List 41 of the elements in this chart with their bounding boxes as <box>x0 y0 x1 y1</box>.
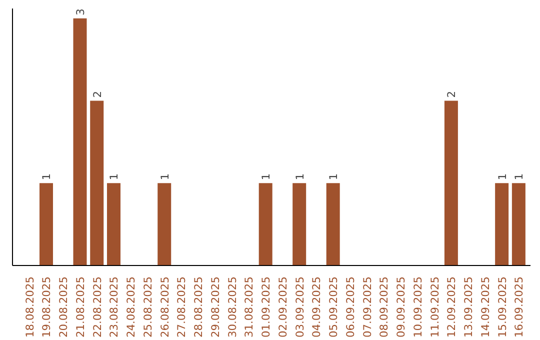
x-tick-label: 13.09.2025 <box>462 276 476 338</box>
data-label: 3 <box>74 8 87 16</box>
x-tick-label: 18.08.2025 <box>23 276 36 338</box>
x-tick-label: 21.08.2025 <box>74 276 87 338</box>
x-tick-label: 22.08.2025 <box>90 276 104 338</box>
x-tick-label: 20.08.2025 <box>57 276 70 338</box>
x-tick-label: 08.09.2025 <box>378 276 391 338</box>
x-tick-label: 31.08.2025 <box>242 276 256 338</box>
x-tick-label: 14.09.2025 <box>478 276 492 338</box>
x-tick-label: 30.08.2025 <box>226 276 239 338</box>
data-label: 1 <box>108 173 121 180</box>
x-tick-label: 26.08.2025 <box>158 276 172 338</box>
x-tick-label: 02.09.2025 <box>276 276 290 338</box>
x-tick-label: 15.09.2025 <box>496 276 509 338</box>
x-tick-label: 25.08.2025 <box>141 276 154 338</box>
data-label: 1 <box>327 173 340 180</box>
x-tick-label: 01.09.2025 <box>260 276 273 338</box>
x-tick-label: 16.09.2025 <box>512 276 526 338</box>
data-label: 1 <box>512 173 526 180</box>
data-label: 1 <box>40 173 54 180</box>
data-label: 2 <box>90 90 104 98</box>
x-tick-label: 19.08.2025 <box>40 276 54 338</box>
x-tick-label: 07.09.2025 <box>360 276 374 338</box>
data-label: 1 <box>158 173 172 180</box>
x-tick-label: 06.09.2025 <box>344 276 357 338</box>
x-tick-label: 24.08.2025 <box>124 276 138 338</box>
x-tick-label: 23.08.2025 <box>108 276 121 338</box>
x-tick-label: 28.08.2025 <box>192 276 206 338</box>
x-tick-label: 27.08.2025 <box>175 276 188 338</box>
x-tick-label: 04.09.2025 <box>310 276 324 338</box>
data-label: 1 <box>260 173 273 180</box>
data-label: 1 <box>496 173 509 180</box>
x-tick-label: 05.09.2025 <box>327 276 340 338</box>
x-tick-label: 12.09.2025 <box>445 276 458 338</box>
x-tick-label: 03.09.2025 <box>293 276 306 338</box>
data-label: 1 <box>293 173 306 180</box>
x-tick-label: 09.09.2025 <box>394 276 408 338</box>
x-tick-label: 11.09.2025 <box>428 276 442 338</box>
x-tick-label: 29.08.2025 <box>208 276 222 338</box>
x-tick-label: 10.09.2025 <box>411 276 424 338</box>
data-label: 2 <box>445 90 458 98</box>
